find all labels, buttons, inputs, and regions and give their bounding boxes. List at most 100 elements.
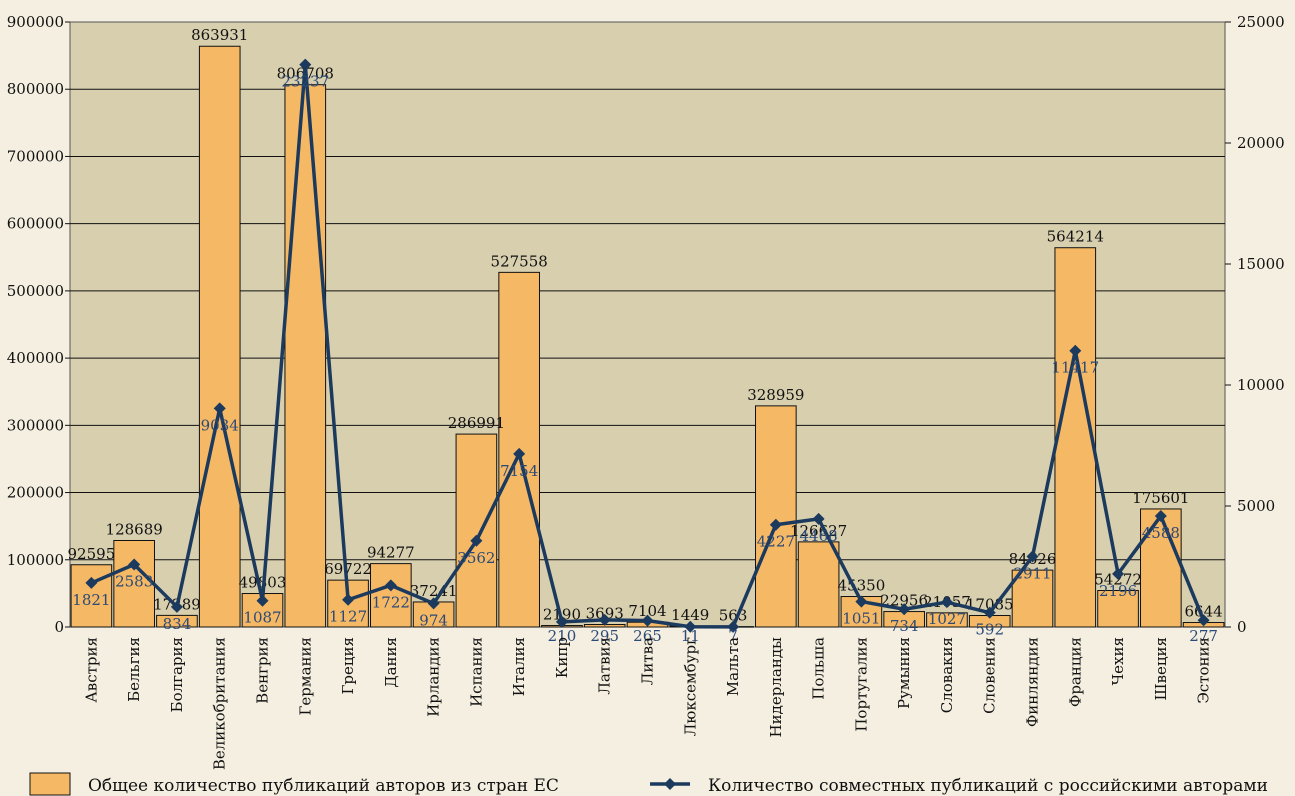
category-label: Германия bbox=[296, 637, 314, 715]
bar-value-label: 3693 bbox=[586, 605, 624, 623]
line-value-label: 2583 bbox=[115, 572, 153, 590]
line-value-label: 2911 bbox=[1013, 565, 1051, 583]
bar bbox=[1140, 508, 1182, 628]
right-tick-label: 15000 bbox=[1237, 255, 1285, 273]
line-point bbox=[898, 603, 911, 616]
left-tick-label: 300000 bbox=[7, 416, 64, 434]
line-value-label: 3562 bbox=[457, 549, 495, 567]
line-value-label: 974 bbox=[419, 611, 448, 629]
left-tick-label: 500000 bbox=[7, 282, 64, 300]
category-label: Австрия bbox=[82, 637, 100, 703]
category-label: Нидерланды bbox=[767, 637, 785, 737]
line-series: 1821 2583 834 9034 1087 23237 1127 1722 974 3562 7… bbox=[72, 58, 1218, 645]
left-tick-label: 800000 bbox=[7, 80, 64, 98]
line-value-label: 210 bbox=[548, 627, 577, 645]
line-value-label: 7154 bbox=[500, 462, 538, 480]
category-label: Дания bbox=[382, 637, 400, 688]
category-label: Латвия bbox=[596, 637, 614, 695]
category-label: Болгария bbox=[168, 637, 186, 712]
line-point bbox=[256, 594, 269, 607]
line-value-label: 4588 bbox=[1142, 524, 1180, 542]
category-label: Португалия bbox=[852, 637, 870, 732]
bar-value-label: 128689 bbox=[106, 520, 163, 538]
category-label: Люксембург bbox=[681, 637, 699, 736]
line-value-label: 9034 bbox=[201, 416, 239, 434]
line-value-label: 1821 bbox=[72, 591, 110, 609]
line-point bbox=[384, 579, 397, 592]
bar-value-label: 126627 bbox=[790, 522, 847, 540]
line-value-label: 1027 bbox=[928, 610, 966, 628]
right-tick-label: 0 bbox=[1237, 618, 1247, 636]
legend-bar-label: Общее количество публикаций авторов из с… bbox=[88, 776, 559, 796]
line-point bbox=[342, 593, 355, 606]
line-value-label: 1087 bbox=[243, 609, 281, 627]
legend-line-marker bbox=[664, 778, 676, 790]
line-point bbox=[641, 614, 654, 627]
bar bbox=[198, 45, 241, 628]
left-tick-label: 100000 bbox=[7, 551, 64, 569]
line-point bbox=[855, 595, 868, 608]
plot-area bbox=[69, 21, 1226, 628]
bar-value-label: 92595 bbox=[68, 545, 116, 563]
line-point bbox=[1112, 567, 1125, 580]
line-value-label: 11417 bbox=[1051, 359, 1099, 377]
line-point bbox=[427, 597, 440, 610]
line-value-label: 734 bbox=[890, 617, 919, 635]
line-value-label: 1127 bbox=[329, 608, 367, 626]
right-tick-label: 25000 bbox=[1237, 13, 1285, 31]
bar bbox=[156, 614, 198, 628]
line-value-label: 1051 bbox=[842, 610, 880, 628]
line-point bbox=[983, 606, 996, 619]
line-point bbox=[470, 534, 483, 547]
bar bbox=[797, 541, 840, 628]
bar-value-label: 7104 bbox=[628, 602, 666, 620]
bar bbox=[113, 539, 155, 628]
right-tick-label: 5000 bbox=[1237, 497, 1275, 515]
category-label: Греция bbox=[339, 637, 357, 695]
bar-value-label: 175601 bbox=[1132, 489, 1189, 507]
left-tick-label: 200000 bbox=[7, 484, 64, 502]
right-tick-label: 20000 bbox=[1237, 134, 1285, 152]
bar-value-label: 564214 bbox=[1047, 228, 1104, 246]
category-label: Словакия bbox=[938, 637, 956, 713]
line-value-label: 4227 bbox=[757, 533, 795, 551]
line-point bbox=[1197, 614, 1210, 627]
line-point bbox=[727, 620, 740, 633]
line-value-label: 1722 bbox=[372, 593, 410, 611]
left-y-axis: 0 100000 200000 300000 400000 500000 600000 700… bbox=[7, 13, 70, 636]
category-label: Литва bbox=[639, 637, 657, 685]
line-value-label: 4468 bbox=[800, 527, 838, 545]
category-label: Чехия bbox=[1109, 637, 1127, 685]
gridlines bbox=[70, 88, 1225, 561]
bar bbox=[284, 84, 327, 628]
bar-series: 9259512868917289863931498038067086972294… bbox=[68, 26, 1225, 628]
left-tick-label: 900000 bbox=[7, 13, 64, 31]
bar-value-label: 863931 bbox=[191, 26, 248, 44]
category-label: Испания bbox=[467, 637, 485, 707]
category-label: Мальта bbox=[724, 637, 742, 696]
legend-line-label: Количество совместных публикаций с росси… bbox=[708, 776, 1268, 796]
bar-value-label: 527558 bbox=[491, 252, 548, 270]
line-point bbox=[1154, 509, 1167, 522]
line-point bbox=[684, 620, 697, 633]
line-point bbox=[128, 558, 141, 571]
line-point bbox=[85, 576, 98, 589]
line-value-label: 23237 bbox=[281, 73, 329, 91]
category-axis: Австрия Бельгия Болгария Великобритания Венг… bbox=[82, 637, 1212, 770]
right-tick-label: 10000 bbox=[1237, 376, 1285, 394]
bar-value-label: 1449 bbox=[671, 606, 709, 624]
category-label: Великобритания bbox=[211, 637, 229, 770]
line-point bbox=[555, 615, 568, 628]
bar-value-label: 94277 bbox=[367, 544, 415, 562]
line-point bbox=[513, 447, 526, 460]
left-tick-label: 700000 bbox=[7, 147, 64, 165]
bar bbox=[1097, 590, 1139, 628]
category-label: Финляндия bbox=[1024, 637, 1042, 727]
bar-value-label: 45350 bbox=[838, 577, 886, 595]
category-label: Венгрия bbox=[254, 637, 272, 704]
bar-value-label: 328959 bbox=[747, 386, 804, 404]
right-y-axis: 0 5000 10000 15000 20000 25000 bbox=[1225, 13, 1285, 636]
bar bbox=[370, 563, 412, 628]
